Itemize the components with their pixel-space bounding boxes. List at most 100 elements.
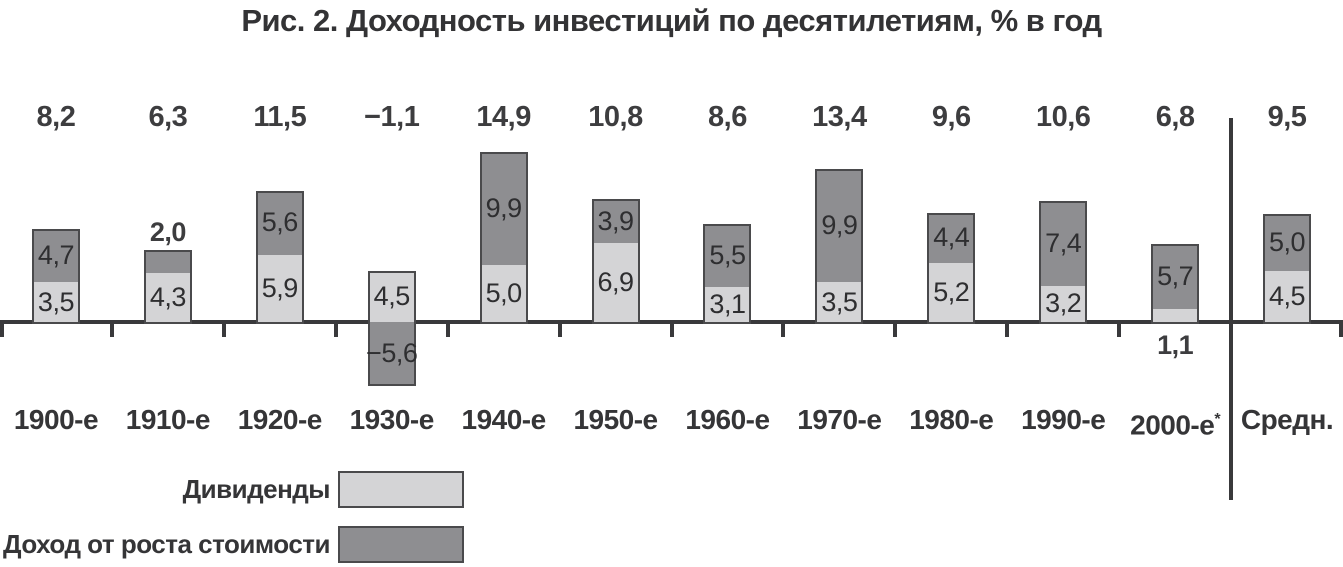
bar-total-label: 10,6 <box>1035 101 1091 133</box>
dividends-value-label: 6,9 <box>597 267 635 298</box>
segment-growth <box>929 214 974 265</box>
segment-growth <box>817 171 862 285</box>
bar-total-label: 13,4 <box>812 101 867 133</box>
growth-value-label: 5,6 <box>261 207 299 238</box>
bar-1970-е: 9,9 3,5 <box>815 169 864 324</box>
segment-dividends <box>817 282 862 322</box>
x-axis-label: 1950-е <box>573 404 658 435</box>
bar-1990-е: 7,4 3,2 <box>1039 201 1088 324</box>
dividends-value-label: 4,5 <box>1269 280 1306 311</box>
segment-dividends <box>481 264 526 322</box>
segment-growth <box>145 252 190 275</box>
segment-dividends <box>1265 270 1310 322</box>
segment-dividends <box>257 254 302 322</box>
segment-growth <box>33 230 78 285</box>
segment-dividends <box>705 286 750 322</box>
dividends-value-label: 5,0 <box>485 277 523 308</box>
segment-growth <box>1265 215 1310 273</box>
growth-value-label: 4,7 <box>37 239 75 270</box>
legend-swatch-growth-icon <box>338 526 464 563</box>
bar-total-label: 14,9 <box>476 101 531 133</box>
growth-value-label: 5,0 <box>1269 226 1306 257</box>
dividends-value-label: 3,1 <box>709 288 746 319</box>
segment-growth <box>593 200 638 246</box>
growth-value-label: 2,0 <box>149 217 187 248</box>
x-axis-label: 1970-е <box>797 404 882 435</box>
bar-1930-е: −5,6 4,5 <box>366 270 418 386</box>
bar-total-label: −1,1 <box>364 101 420 133</box>
dividends-value-label: 4,5 <box>373 280 411 311</box>
bar-1920-е: 5,6 5,9 <box>255 190 304 324</box>
dividends-value-label: 3,5 <box>37 286 75 317</box>
segment-growth <box>1153 246 1198 312</box>
growth-value-label: 9,9 <box>821 210 858 241</box>
segment-dividends <box>369 272 414 324</box>
x-axis-tick <box>446 320 450 337</box>
x-axis-tick <box>1005 320 1009 337</box>
legend-swatch-dividends-icon <box>338 471 464 508</box>
x-axis-tick <box>110 320 114 337</box>
growth-value-label: 9,9 <box>485 193 523 224</box>
segment-growth <box>369 321 414 384</box>
bar-total-label: 11,5 <box>253 101 307 133</box>
x-axis-label: 1980-е <box>909 404 994 435</box>
x-axis-label: 2000-е* <box>1130 409 1221 441</box>
x-axis-label: 1900-е <box>13 404 99 435</box>
growth-value-label: 4,4 <box>933 222 970 253</box>
legend-label-dividends: Дивиденды <box>182 474 331 504</box>
segment-growth <box>257 192 302 257</box>
x-axis-label: 1940-е <box>461 404 547 435</box>
x-axis-tick <box>781 320 785 337</box>
dividends-value-label: 1,1 <box>1157 330 1194 360</box>
bar-1960-е: 5,5 3,1 <box>703 223 752 324</box>
legend-label-growth: Доход от роста стоимости <box>3 529 330 559</box>
average-separator-line <box>1229 118 1233 500</box>
dividends-value-label: 3,5 <box>821 286 858 317</box>
bar-total-label: 6,3 <box>148 101 188 133</box>
bar-1980-е: 4,4 5,2 <box>927 212 976 324</box>
segment-dividends <box>1153 309 1198 322</box>
segment-dividends <box>593 243 638 322</box>
dividends-value-label: 5,2 <box>933 276 970 307</box>
x-axis-label: 1990-е <box>1021 404 1106 435</box>
growth-value-label: −5,6 <box>366 338 418 369</box>
bar-total-label: 9,5 <box>1267 101 1307 133</box>
legend-item-dividends: Дивиденды <box>0 471 464 508</box>
bar-1900-е: 4,7 3,5 <box>31 228 80 324</box>
growth-value-label: 5,5 <box>709 239 746 270</box>
bar-total-label: 10,8 <box>588 101 643 133</box>
segment-dividends <box>33 282 78 322</box>
bar-1940-е: 9,9 5,0 <box>479 152 528 324</box>
segment-growth <box>1041 203 1086 288</box>
bar-Средн.: 5,0 4,5 <box>1263 213 1312 324</box>
x-axis-label: 1930-е <box>349 404 435 435</box>
x-axis-tick <box>1117 320 1121 337</box>
x-axis-label: Средн. <box>1240 404 1334 435</box>
x-axis-tick <box>893 320 897 337</box>
chart-title: Рис. 2. Доходность инвестиций по десятил… <box>241 3 1102 38</box>
segment-dividends <box>1041 285 1086 322</box>
growth-value-label: 7,4 <box>1045 227 1082 258</box>
x-axis-label: 1920-е <box>237 404 323 435</box>
x-axis-tick <box>558 320 562 337</box>
dividends-value-label: 4,3 <box>149 281 187 312</box>
segment-dividends <box>929 262 974 322</box>
segment-dividends <box>145 272 190 322</box>
bar-total-label: 9,6 <box>931 101 971 133</box>
bar-total-label: 6,8 <box>1155 101 1195 133</box>
segment-growth <box>481 154 526 267</box>
segment-growth <box>705 225 750 289</box>
x-axis-label: 1910-е <box>125 404 211 435</box>
bar-1950-е: 3,9 6,9 <box>591 198 640 324</box>
growth-value-label: 3,9 <box>597 205 635 236</box>
bar-2000-е*: 5,7 <box>1151 244 1200 324</box>
bar-total-label: 8,6 <box>708 101 747 133</box>
dividends-value-label: 5,9 <box>261 272 299 303</box>
bar-1910-е: 4,3 <box>143 250 192 324</box>
growth-value-label: 5,7 <box>1157 261 1194 292</box>
x-axis-tick <box>1339 320 1343 337</box>
x-axis-tick <box>222 320 226 337</box>
x-axis-label: 1960-е <box>685 404 770 435</box>
